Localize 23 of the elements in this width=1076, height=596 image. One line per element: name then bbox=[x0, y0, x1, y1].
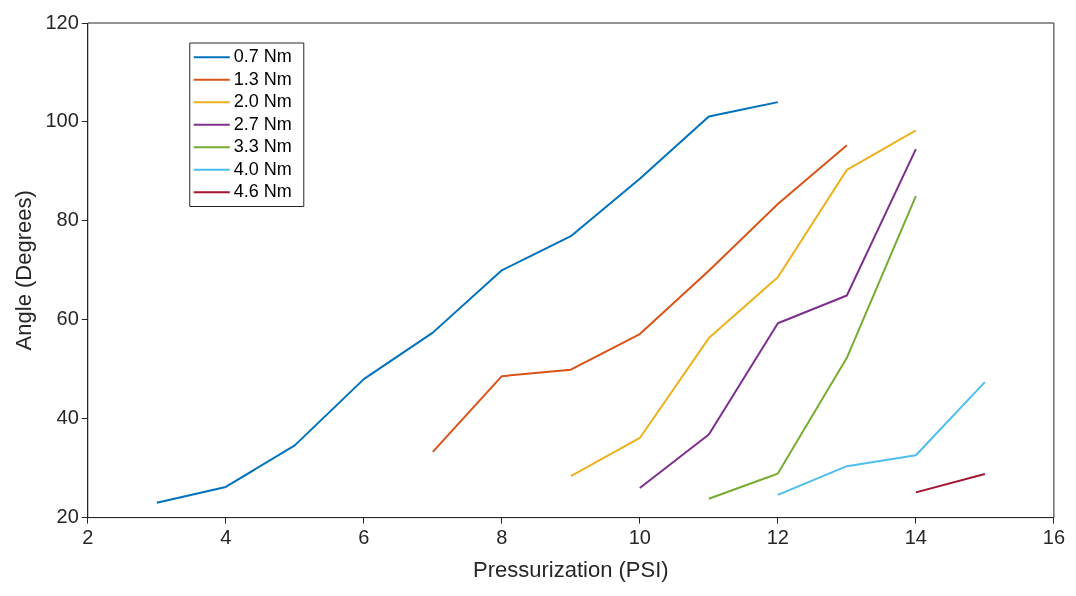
legend-label: 1.3 Nm bbox=[233, 68, 292, 89]
legend-label: 2.0 Nm bbox=[233, 91, 292, 112]
x-tick-label: 4 bbox=[220, 526, 232, 549]
legend-label: 0.7 Nm bbox=[233, 46, 292, 67]
y-axis-title: Angle (Degrees) bbox=[11, 190, 37, 351]
x-tick-label: 16 bbox=[1042, 526, 1065, 549]
x-tick-label: 2 bbox=[82, 526, 94, 549]
x-tick-label: 8 bbox=[496, 526, 508, 549]
x-tick-label: 6 bbox=[358, 526, 370, 549]
y-tick-label: 100 bbox=[45, 109, 79, 132]
y-tick-label: 120 bbox=[45, 10, 79, 33]
y-tick-label: 20 bbox=[56, 505, 79, 528]
legend-label: 3.3 Nm bbox=[233, 136, 292, 157]
x-tick-label: 12 bbox=[766, 526, 789, 549]
x-tick-label: 14 bbox=[904, 526, 927, 549]
x-axis-title: Pressurization (PSI) bbox=[473, 556, 669, 582]
y-tick-label: 40 bbox=[56, 406, 79, 429]
legend-label: 4.6 Nm bbox=[233, 181, 292, 202]
y-tick-label: 60 bbox=[56, 307, 79, 330]
legend-label: 2.7 Nm bbox=[233, 113, 292, 134]
x-tick-label: 10 bbox=[628, 526, 651, 549]
legend-label: 4.0 Nm bbox=[233, 158, 292, 179]
y-tick-label: 80 bbox=[56, 208, 79, 231]
